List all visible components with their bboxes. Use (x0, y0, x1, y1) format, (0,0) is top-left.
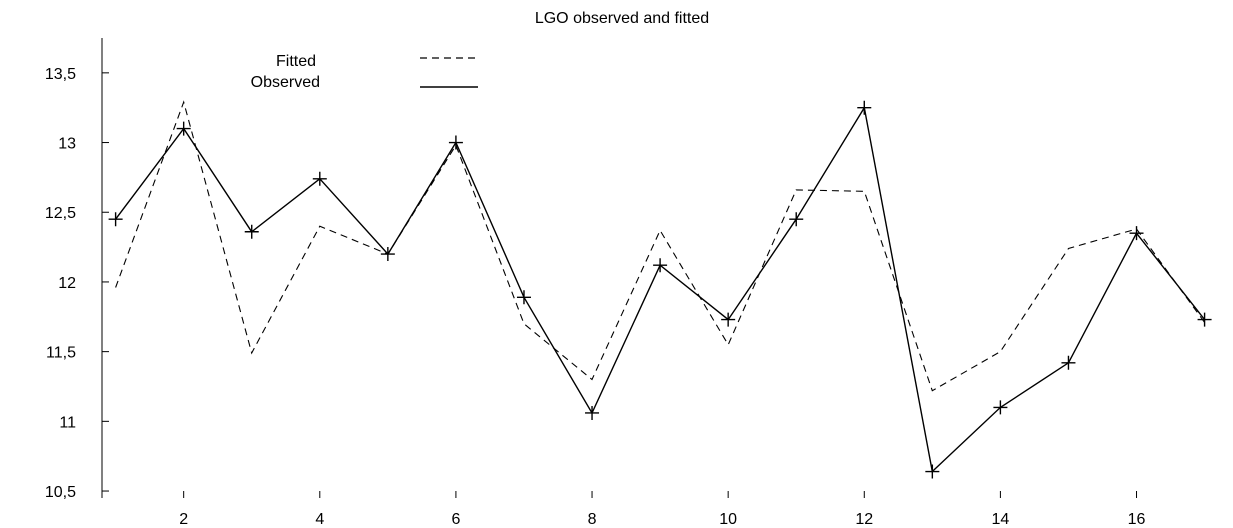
data-point-observed (1129, 226, 1144, 241)
x-tick-label: 14 (992, 511, 1010, 528)
data-point-observed (653, 258, 668, 273)
data-point-observed (721, 312, 736, 327)
y-tick-label: 10,5 (45, 484, 76, 501)
x-tick-label: 10 (719, 511, 737, 528)
data-point-observed (176, 121, 191, 136)
y-tick-label: 11,5 (46, 345, 76, 362)
x-tick-label: 2 (179, 511, 188, 528)
data-point-observed (380, 247, 395, 262)
data-point-observed (585, 405, 600, 420)
x-tick-label: 16 (1128, 511, 1146, 528)
data-point-observed (312, 171, 327, 186)
data-point-observed (1197, 312, 1212, 327)
data-point-observed (108, 212, 123, 227)
x-tick-label: 8 (588, 511, 597, 528)
series-line-observed (115, 105, 1206, 473)
x-tick-label: 12 (855, 511, 873, 528)
y-tick-label: 12 (58, 275, 76, 292)
y-axis: 10,5 11 11,5 12 12,5 13 13,5 (45, 66, 109, 501)
legend-label-fitted: Fitted (276, 53, 316, 70)
y-tick-label: 12,5 (45, 205, 76, 222)
x-tick-label: 6 (451, 511, 460, 528)
data-point-observed (993, 400, 1008, 415)
y-tick-label: 13 (58, 136, 76, 153)
data-point-observed (1061, 355, 1076, 370)
data-point-observed (448, 135, 463, 150)
legend: Fitted Observed (251, 53, 478, 91)
y-tick-label: 11 (59, 414, 76, 431)
data-point-observed (516, 290, 531, 305)
x-axis: 2 4 6 8 10 12 14 16 (179, 491, 1146, 528)
y-tick-label: 13,5 (45, 66, 76, 83)
data-point-observed (925, 464, 940, 479)
series-line-fitted (115, 100, 1206, 392)
series-layer (108, 100, 1212, 479)
legend-label-observed: Observed (251, 74, 320, 91)
data-point-observed (789, 212, 804, 227)
data-point-observed (857, 100, 872, 115)
chart-title: LGO observed and fitted (535, 10, 709, 27)
data-point-observed (244, 224, 259, 239)
x-tick-label: 4 (315, 511, 324, 528)
